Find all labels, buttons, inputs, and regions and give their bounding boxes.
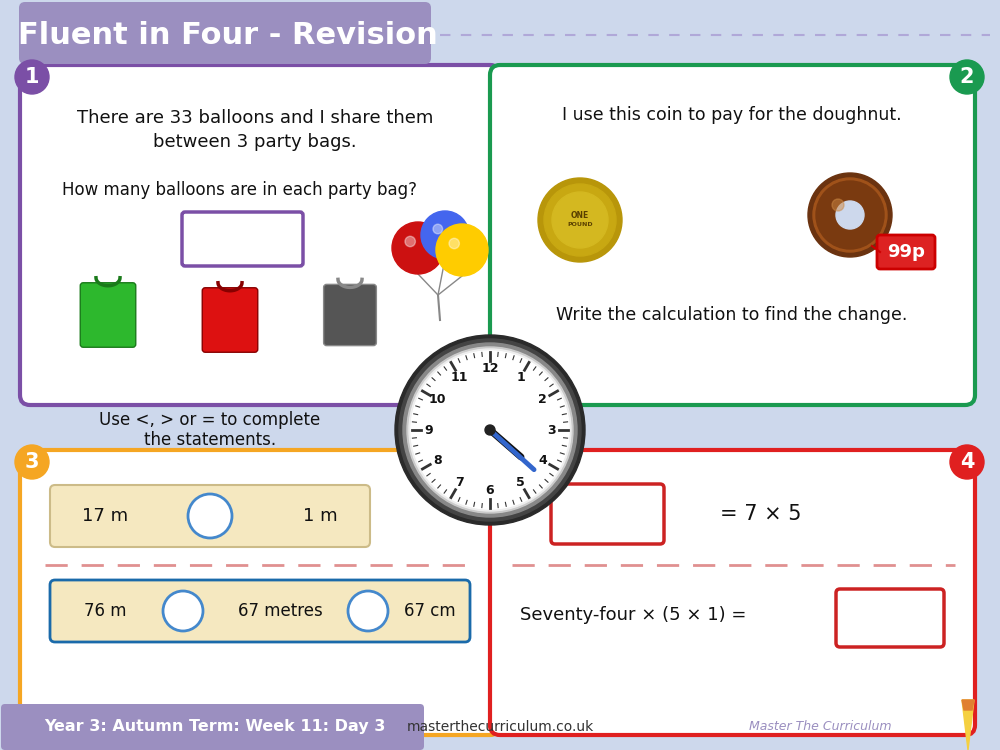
FancyBboxPatch shape — [20, 450, 500, 735]
Circle shape — [348, 591, 388, 631]
Text: 1: 1 — [516, 370, 525, 384]
Text: 8: 8 — [433, 454, 441, 467]
Text: 76 m: 76 m — [84, 602, 126, 620]
Circle shape — [409, 349, 571, 511]
FancyBboxPatch shape — [877, 235, 935, 269]
Text: Fluent in Four - Revision: Fluent in Four - Revision — [18, 20, 438, 50]
Text: the statements.: the statements. — [144, 431, 276, 449]
FancyBboxPatch shape — [19, 2, 431, 64]
Text: 4: 4 — [960, 452, 974, 472]
FancyBboxPatch shape — [551, 484, 664, 544]
FancyBboxPatch shape — [202, 288, 258, 352]
Text: Master The Curriculum: Master The Curriculum — [749, 721, 891, 734]
Text: How many balloons are in each party bag?: How many balloons are in each party bag? — [62, 181, 418, 199]
Circle shape — [950, 60, 984, 94]
Circle shape — [15, 60, 49, 94]
Text: 2: 2 — [960, 67, 974, 87]
Circle shape — [544, 184, 616, 256]
FancyBboxPatch shape — [50, 580, 470, 642]
Circle shape — [485, 425, 495, 435]
Text: POUND: POUND — [567, 223, 593, 227]
FancyBboxPatch shape — [80, 283, 136, 347]
FancyBboxPatch shape — [1, 704, 424, 750]
Circle shape — [538, 178, 622, 262]
FancyBboxPatch shape — [490, 450, 975, 735]
Text: = 7 × 5: = 7 × 5 — [720, 504, 802, 524]
Text: Year 3: Autumn Term: Week 11: Day 3: Year 3: Autumn Term: Week 11: Day 3 — [44, 719, 386, 734]
Circle shape — [403, 343, 577, 517]
Text: There are 33 balloons and I share them: There are 33 balloons and I share them — [77, 109, 433, 127]
Circle shape — [449, 238, 459, 249]
Circle shape — [395, 335, 585, 525]
Polygon shape — [962, 700, 974, 710]
Text: 1 m: 1 m — [303, 507, 337, 525]
Circle shape — [188, 494, 232, 538]
Text: ONE: ONE — [571, 211, 589, 220]
Text: Use <, > or = to complete: Use <, > or = to complete — [99, 411, 321, 429]
Circle shape — [392, 222, 444, 274]
Text: 7: 7 — [455, 476, 464, 489]
Text: 3: 3 — [25, 452, 39, 472]
Circle shape — [808, 173, 892, 257]
FancyBboxPatch shape — [324, 284, 376, 346]
Text: masterthecurriculum.co.uk: masterthecurriculum.co.uk — [406, 720, 594, 734]
Circle shape — [950, 445, 984, 479]
Circle shape — [163, 591, 203, 631]
Text: 17 m: 17 m — [82, 507, 128, 525]
Text: 99p: 99p — [887, 243, 925, 261]
Circle shape — [433, 224, 443, 234]
FancyBboxPatch shape — [20, 65, 500, 405]
Circle shape — [15, 445, 49, 479]
Circle shape — [407, 347, 573, 513]
FancyBboxPatch shape — [490, 65, 975, 405]
Circle shape — [813, 178, 887, 252]
Text: 5: 5 — [516, 476, 525, 489]
Circle shape — [436, 224, 488, 276]
Text: 6: 6 — [486, 484, 494, 497]
Text: 2: 2 — [538, 393, 547, 406]
Circle shape — [411, 351, 569, 509]
Polygon shape — [962, 700, 974, 750]
Text: Seventy-four × (5 × 1) =: Seventy-four × (5 × 1) = — [520, 606, 746, 624]
FancyBboxPatch shape — [50, 485, 370, 547]
Text: 3: 3 — [547, 424, 555, 436]
Text: I use this coin to pay for the doughnut.: I use this coin to pay for the doughnut. — [562, 106, 902, 124]
FancyBboxPatch shape — [182, 212, 303, 266]
Circle shape — [832, 199, 844, 211]
Circle shape — [816, 181, 884, 249]
Text: 11: 11 — [451, 370, 468, 384]
Text: between 3 party bags.: between 3 party bags. — [153, 133, 357, 151]
Text: 4: 4 — [538, 454, 547, 467]
FancyBboxPatch shape — [836, 589, 944, 647]
Text: 9: 9 — [425, 424, 433, 436]
Circle shape — [405, 236, 415, 247]
Text: 1: 1 — [25, 67, 39, 87]
Circle shape — [552, 192, 608, 248]
Text: 10: 10 — [428, 393, 446, 406]
Circle shape — [836, 201, 864, 229]
Circle shape — [399, 339, 581, 521]
Text: Write the calculation to find the change.: Write the calculation to find the change… — [556, 306, 908, 324]
Text: 67 cm: 67 cm — [404, 602, 456, 620]
Text: 12: 12 — [481, 362, 499, 376]
Text: 67 metres: 67 metres — [238, 602, 322, 620]
Circle shape — [421, 211, 469, 259]
